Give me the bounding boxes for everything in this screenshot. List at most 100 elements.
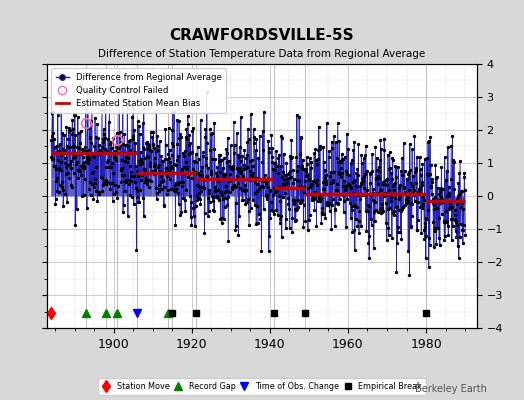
Point bbox=[210, 120, 219, 127]
Point bbox=[88, 97, 96, 104]
Point bbox=[253, 180, 261, 187]
Point bbox=[313, 182, 322, 188]
Point bbox=[272, 162, 281, 169]
Point bbox=[368, 168, 377, 174]
Point bbox=[400, 168, 409, 174]
Point bbox=[247, 172, 255, 178]
Point bbox=[246, 205, 255, 212]
Point bbox=[330, 133, 338, 139]
Point bbox=[425, 235, 433, 241]
Point bbox=[209, 176, 217, 182]
Point bbox=[342, 168, 351, 174]
Point bbox=[120, 130, 128, 137]
Point bbox=[183, 113, 192, 119]
Point bbox=[434, 196, 443, 203]
Point bbox=[78, 192, 86, 199]
Point bbox=[142, 178, 150, 184]
Point bbox=[196, 200, 205, 207]
Point bbox=[111, 181, 119, 188]
Point bbox=[269, 165, 278, 172]
Point bbox=[129, 200, 138, 207]
Point bbox=[63, 198, 71, 205]
Point bbox=[233, 129, 241, 136]
Point bbox=[143, 180, 151, 187]
Point bbox=[215, 197, 224, 204]
Point bbox=[445, 206, 454, 212]
Point bbox=[260, 177, 269, 183]
Point bbox=[105, 86, 114, 92]
Point bbox=[213, 164, 221, 170]
Point bbox=[145, 184, 153, 191]
Point bbox=[302, 166, 310, 173]
Point bbox=[369, 186, 377, 192]
Point bbox=[255, 185, 264, 192]
Point bbox=[388, 235, 396, 241]
Point bbox=[160, 202, 168, 208]
Point bbox=[327, 180, 335, 187]
Point bbox=[432, 240, 440, 247]
Point bbox=[420, 226, 428, 233]
Point bbox=[217, 189, 225, 196]
Point bbox=[460, 174, 468, 180]
Point bbox=[92, 134, 100, 140]
Point bbox=[288, 197, 297, 204]
Point bbox=[104, 150, 112, 156]
Point bbox=[237, 169, 245, 176]
Point bbox=[431, 194, 439, 200]
Point bbox=[318, 205, 326, 211]
Point bbox=[57, 152, 66, 158]
Point bbox=[245, 136, 254, 142]
Point bbox=[151, 161, 159, 167]
Point bbox=[131, 140, 139, 147]
Point bbox=[249, 140, 258, 147]
Point bbox=[243, 152, 251, 158]
Point bbox=[187, 214, 195, 220]
Point bbox=[183, 136, 191, 142]
Point bbox=[244, 196, 253, 202]
Point bbox=[54, 188, 63, 195]
Point bbox=[297, 135, 305, 141]
Point bbox=[287, 174, 295, 180]
Point bbox=[134, 118, 142, 124]
Point bbox=[168, 127, 177, 134]
Point bbox=[395, 206, 403, 213]
Point bbox=[207, 168, 215, 175]
Point bbox=[409, 183, 418, 190]
Point bbox=[390, 187, 398, 193]
Point bbox=[384, 151, 392, 158]
Point bbox=[162, 169, 170, 175]
Point bbox=[185, 132, 193, 138]
Point bbox=[254, 174, 263, 181]
Point bbox=[87, 140, 95, 146]
Point bbox=[48, 156, 57, 163]
Point bbox=[107, 145, 116, 152]
Point bbox=[58, 130, 67, 136]
Point bbox=[304, 171, 312, 178]
Point bbox=[292, 206, 301, 213]
Point bbox=[200, 184, 208, 191]
Point bbox=[51, 144, 59, 150]
Point bbox=[258, 183, 266, 189]
Point bbox=[145, 143, 154, 149]
Point bbox=[413, 154, 421, 160]
Point bbox=[298, 165, 307, 172]
Point bbox=[144, 141, 152, 147]
Point bbox=[83, 153, 92, 159]
Point bbox=[132, 246, 140, 253]
Point bbox=[115, 144, 124, 150]
Point bbox=[189, 166, 197, 172]
Point bbox=[144, 146, 152, 152]
Point bbox=[432, 225, 441, 232]
Point bbox=[377, 210, 385, 216]
Point bbox=[353, 166, 362, 172]
Point bbox=[86, 118, 95, 124]
Point bbox=[404, 248, 412, 254]
Point bbox=[270, 160, 278, 166]
Point bbox=[216, 216, 224, 222]
Point bbox=[388, 157, 397, 164]
Point bbox=[190, 213, 198, 220]
Point bbox=[130, 179, 139, 186]
Point bbox=[406, 166, 414, 173]
Point bbox=[455, 170, 463, 176]
Point bbox=[304, 177, 313, 184]
